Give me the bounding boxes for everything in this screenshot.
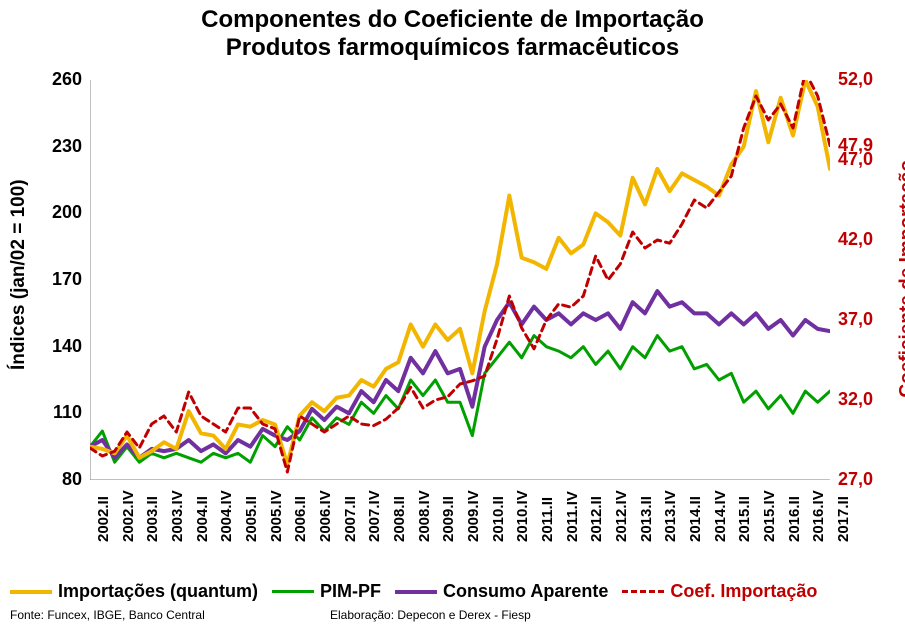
legend-label-pim: PIM-PF: [320, 581, 381, 602]
y-left-tick: 260: [40, 69, 82, 90]
chart-title: Componentes do Coeficiente de Importação…: [0, 6, 905, 61]
y-right-tick: 32,0: [838, 389, 873, 410]
x-tick: 2012.II: [588, 496, 605, 542]
x-tick: 2011.II: [539, 497, 556, 542]
legend-swatch-consumo: [395, 590, 437, 594]
legend-label-importacoes: Importações (quantum): [58, 581, 258, 602]
y-left-tick: 170: [40, 269, 82, 290]
legend-item-consumo: Consumo Aparente: [395, 581, 608, 602]
x-tick: 2013.IV: [662, 490, 679, 542]
x-tick: 2012.IV: [613, 490, 630, 542]
y-left-tick: 110: [40, 402, 82, 423]
legend-item-pim: PIM-PF: [272, 581, 381, 602]
x-tick: 2016.II: [786, 496, 803, 542]
y-right-tick: 52,0: [838, 69, 873, 90]
x-tick: 2011.IV: [564, 491, 581, 542]
x-tick: 2014.II: [687, 496, 704, 542]
y-left-tick: 80: [40, 469, 82, 490]
x-tick: 2002.IV: [120, 490, 137, 542]
legend-item-coef: Coef. Importação: [622, 581, 817, 602]
y-right-tick: 37,0: [838, 309, 873, 330]
x-tick: 2003.II: [144, 496, 161, 542]
y-left-tick: 230: [40, 136, 82, 157]
y-right-tick: 27,0: [838, 469, 873, 490]
x-tick: 2004.II: [194, 496, 211, 542]
x-tick: 2013.II: [638, 496, 655, 542]
legend-label-coef: Coef. Importação: [670, 581, 817, 602]
legend-swatch-coef: [622, 590, 664, 593]
x-tick: 2016.IV: [810, 490, 827, 542]
legend-label-consumo: Consumo Aparente: [443, 581, 608, 602]
title-line-1: Componentes do Coeficiente de Importação: [201, 6, 704, 33]
footer-source: Fonte: Funcex, IBGE, Banco Central: [10, 608, 205, 622]
chart-container: Componentes do Coeficiente de Importação…: [0, 0, 905, 626]
footer-elab: Elaboração: Depecon e Derex - Fiesp: [330, 608, 531, 622]
legend-item-importacoes: Importações (quantum): [10, 581, 258, 602]
y-left-axis-label: Índices (jan/02 = 100): [8, 179, 30, 370]
x-tick: 2009.II: [440, 496, 457, 542]
x-tick: 2010.II: [490, 496, 507, 542]
y-left-tick: 200: [40, 202, 82, 223]
x-tick: 2009.IV: [465, 490, 482, 542]
x-tick: 2007.II: [342, 496, 359, 542]
x-tick: 2007.IV: [366, 490, 383, 542]
x-tick: 2014.IV: [712, 490, 729, 542]
x-tick: 2015.IV: [761, 490, 778, 542]
y-right-tick-extra: 47,9: [838, 135, 873, 156]
x-tick: 2003.IV: [169, 490, 186, 542]
legend-swatch-pim: [272, 590, 314, 593]
x-tick: 2017.II: [835, 496, 852, 542]
x-tick: 2008.IV: [416, 490, 433, 542]
title-line-2: Produtos farmoquímicos farmacêuticos: [226, 34, 679, 61]
x-tick: 2002.II: [95, 496, 112, 542]
x-tick: 2006.IV: [317, 490, 334, 542]
y-right-axis-label: Coeficiente de Importação: [897, 160, 905, 398]
legend-swatch-importacoes: [10, 590, 52, 594]
x-tick: 2006.II: [292, 496, 309, 542]
y-left-tick: 140: [40, 336, 82, 357]
plot-svg: [90, 80, 830, 480]
x-tick: 2005.II: [243, 496, 260, 542]
x-tick: 2005.IV: [268, 490, 285, 542]
x-tick: 2004.IV: [218, 490, 235, 542]
x-tick: 2010.IV: [514, 490, 531, 542]
x-tick: 2015.II: [736, 496, 753, 542]
legend: Importações (quantum) PIM-PF Consumo Apa…: [10, 581, 817, 602]
y-right-tick: 42,0: [838, 229, 873, 250]
x-tick: 2008.II: [391, 496, 408, 542]
